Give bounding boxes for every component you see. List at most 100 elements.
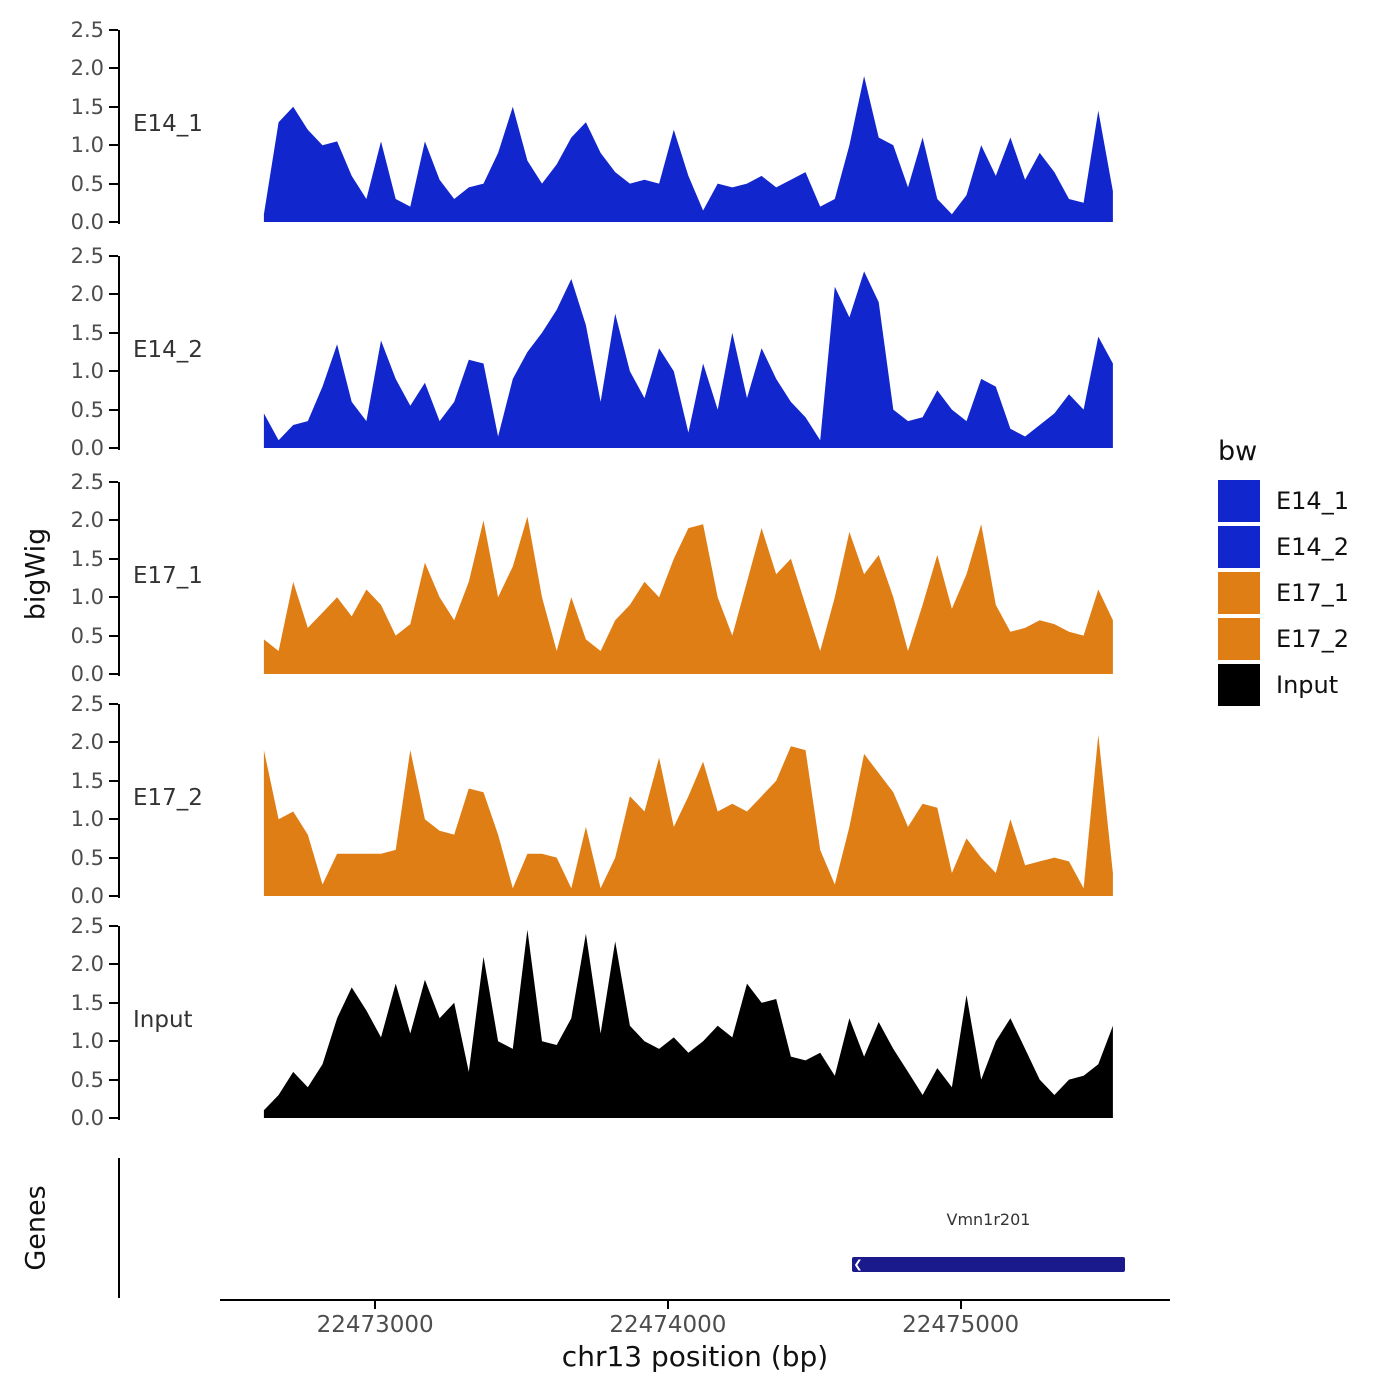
y-tick-mark	[109, 634, 118, 637]
y-tick-mark	[109, 1117, 118, 1119]
y-tick-label: 1.0	[70, 133, 104, 158]
track-panel-E17_2: 0.0 0.5 1.0 1.5 2.0 2.5 E17_2	[0, 692, 1400, 908]
y-tick-mark	[109, 1040, 118, 1043]
y-tick-label: 2.5	[70, 244, 104, 268]
y-tick-mark	[109, 673, 118, 675]
y-tick-mark	[109, 596, 118, 599]
legend-label-E14_1: E14_1	[1276, 487, 1349, 515]
y-tick-label: 1.0	[70, 1029, 104, 1054]
y-tick-mark	[109, 925, 118, 927]
area-polygon-E17_1	[263, 516, 1113, 674]
legend-swatch-E17_2	[1218, 618, 1260, 660]
legend-label-E14_2: E14_2	[1276, 533, 1349, 561]
y-tick-mark	[109, 67, 118, 70]
track-label-E14_2: E14_2	[133, 336, 203, 363]
strand-arrow-icon: ❮	[853, 1258, 863, 1271]
x-tick-mark	[959, 1300, 962, 1309]
coverage-area-E17_2	[263, 734, 1113, 896]
y-tick-mark	[109, 481, 118, 483]
y-tick-label: 2.5	[70, 470, 104, 494]
area-polygon-E14_2	[263, 271, 1113, 448]
y-tick-label: 2.5	[70, 914, 104, 938]
y-tick-mark	[109, 331, 118, 334]
track-label-E14_1: E14_1	[133, 110, 203, 137]
y-tick-mark	[109, 963, 118, 966]
y-axis-line	[118, 482, 120, 676]
track-label-Input: Input	[133, 1006, 193, 1033]
track-panel-Input: 0.0 0.5 1.0 1.5 2.0 2.5 Input	[0, 914, 1400, 1130]
y-tick-mark	[109, 29, 118, 31]
track-panel-E14_1: 0.0 0.5 1.0 1.5 2.0 2.5 E14_1	[0, 18, 1400, 234]
y-tick-label: 0.0	[70, 1106, 104, 1130]
y-tick-label: 1.0	[70, 807, 104, 832]
y-tick-label: 2.0	[70, 508, 104, 533]
y-tick-mark	[109, 519, 118, 522]
y-tick-mark	[109, 408, 118, 411]
track-label-E17_1: E17_1	[133, 562, 203, 589]
y-tick-label: 2.0	[70, 730, 104, 755]
coverage-area-Input	[263, 929, 1113, 1118]
gene-label: Vmn1r201	[946, 1210, 1031, 1229]
track-label-E17_2: E17_2	[133, 784, 203, 811]
y-tick-mark	[109, 557, 118, 560]
coverage-area-E17_1	[263, 516, 1113, 674]
genes-axis-title: Genes	[20, 1185, 52, 1271]
legend-title: bw	[1218, 436, 1258, 467]
area-polygon-Input	[263, 929, 1113, 1118]
x-axis-title: chr13 position (bp)	[561, 1340, 829, 1373]
y-tick-mark	[109, 779, 118, 782]
coverage-area-E14_2	[263, 271, 1113, 448]
y-axis-line	[118, 926, 120, 1120]
y-tick-mark	[109, 370, 118, 373]
x-tick-label: 22475000	[902, 1312, 1020, 1338]
y-axis-line	[118, 704, 120, 898]
y-tick-label: 1.5	[70, 94, 104, 119]
y-tick-mark	[109, 182, 118, 185]
x-tick-label: 22474000	[609, 1312, 727, 1338]
coverage-area-E14_1	[263, 76, 1113, 222]
y-tick-label: 1.5	[70, 768, 104, 793]
y-tick-mark	[109, 856, 118, 859]
x-tick-label: 22473000	[316, 1312, 434, 1338]
y-tick-label: 0.5	[70, 171, 104, 196]
genes-axis-line	[118, 1158, 120, 1298]
y-tick-label: 1.0	[70, 585, 104, 610]
legend-swatch-E17_1	[1218, 572, 1260, 614]
legend-swatch-E14_1	[1218, 480, 1260, 522]
y-tick-label: 2.0	[70, 952, 104, 977]
y-tick-mark	[109, 105, 118, 108]
y-tick-label: 2.5	[70, 18, 104, 42]
gene-body: ❮	[852, 1257, 1125, 1272]
y-tick-label: 2.0	[70, 282, 104, 307]
y-tick-label: 0.0	[70, 210, 104, 234]
track-panel-E14_2: 0.0 0.5 1.0 1.5 2.0 2.5 E14_2	[0, 244, 1400, 460]
legend-swatch-E14_2	[1218, 526, 1260, 568]
y-tick-label: 0.0	[70, 884, 104, 908]
y-tick-mark	[109, 221, 118, 223]
y-axis-line	[118, 256, 120, 450]
legend-swatch-Input	[1218, 664, 1260, 706]
y-tick-mark	[109, 741, 118, 744]
y-tick-label: 0.0	[70, 436, 104, 460]
y-tick-mark	[109, 818, 118, 821]
legend-label-E17_1: E17_1	[1276, 579, 1349, 607]
y-tick-mark	[109, 703, 118, 705]
area-polygon-E17_2	[263, 734, 1113, 896]
y-tick-label: 2.0	[70, 56, 104, 81]
legend-label-E17_2: E17_2	[1276, 625, 1349, 653]
legend-label-Input: Input	[1276, 671, 1339, 699]
y-tick-label: 0.5	[70, 1067, 104, 1092]
y-tick-label: 2.5	[70, 692, 104, 716]
y-tick-label: 1.5	[70, 990, 104, 1015]
y-tick-mark	[109, 1001, 118, 1004]
x-axis-line	[220, 1299, 1170, 1301]
y-tick-label: 0.5	[70, 397, 104, 422]
y-tick-mark	[109, 255, 118, 257]
y-tick-label: 1.0	[70, 359, 104, 384]
y-tick-mark	[109, 447, 118, 449]
x-tick-mark	[666, 1300, 669, 1309]
y-tick-label: 0.5	[70, 845, 104, 870]
y-tick-label: 1.5	[70, 546, 104, 571]
y-tick-mark	[109, 293, 118, 296]
